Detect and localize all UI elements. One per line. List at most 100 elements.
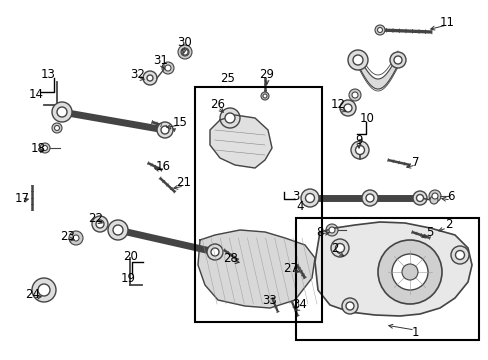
Circle shape xyxy=(261,92,268,100)
Text: 28: 28 xyxy=(223,252,238,265)
Circle shape xyxy=(377,27,382,32)
Circle shape xyxy=(339,100,355,116)
Circle shape xyxy=(454,251,464,260)
Text: 17: 17 xyxy=(15,192,29,204)
Circle shape xyxy=(69,231,83,245)
Circle shape xyxy=(263,94,266,98)
Circle shape xyxy=(224,113,235,123)
Circle shape xyxy=(343,104,351,112)
Text: 15: 15 xyxy=(172,116,187,129)
Circle shape xyxy=(389,52,405,68)
Text: 21: 21 xyxy=(176,176,191,189)
Circle shape xyxy=(92,216,108,232)
Circle shape xyxy=(220,108,240,128)
Circle shape xyxy=(181,48,189,56)
Circle shape xyxy=(431,193,437,199)
Circle shape xyxy=(57,107,67,117)
Text: 13: 13 xyxy=(41,68,55,81)
Circle shape xyxy=(401,264,417,280)
Circle shape xyxy=(341,298,357,314)
Circle shape xyxy=(52,123,62,133)
Circle shape xyxy=(352,55,362,65)
Circle shape xyxy=(428,190,440,202)
Circle shape xyxy=(157,122,173,138)
Text: 25: 25 xyxy=(220,72,235,85)
Text: 32: 32 xyxy=(130,68,145,81)
Circle shape xyxy=(142,71,157,85)
Circle shape xyxy=(164,65,171,71)
Text: 19: 19 xyxy=(120,271,135,284)
Circle shape xyxy=(377,240,441,304)
Circle shape xyxy=(391,254,427,290)
Circle shape xyxy=(393,56,401,64)
Circle shape xyxy=(301,189,318,207)
Text: 2: 2 xyxy=(445,219,452,231)
Text: 33: 33 xyxy=(262,293,277,306)
Polygon shape xyxy=(209,115,271,168)
Circle shape xyxy=(96,220,104,228)
Circle shape xyxy=(374,25,384,35)
Text: 11: 11 xyxy=(439,15,453,28)
Text: 3: 3 xyxy=(292,189,299,202)
Circle shape xyxy=(355,145,364,154)
Circle shape xyxy=(365,194,373,202)
Circle shape xyxy=(161,126,169,134)
Text: 10: 10 xyxy=(359,112,374,125)
Text: 16: 16 xyxy=(155,161,170,174)
Circle shape xyxy=(108,220,128,240)
Circle shape xyxy=(351,92,357,98)
Bar xyxy=(295,218,478,340)
Circle shape xyxy=(450,246,468,264)
Circle shape xyxy=(330,239,348,257)
Circle shape xyxy=(54,126,60,130)
Circle shape xyxy=(32,278,56,302)
Circle shape xyxy=(346,302,353,310)
Text: 23: 23 xyxy=(61,230,75,243)
Circle shape xyxy=(52,102,72,122)
Circle shape xyxy=(178,45,192,59)
Circle shape xyxy=(40,143,50,153)
Text: 22: 22 xyxy=(88,211,103,225)
Text: 29: 29 xyxy=(259,68,274,81)
Circle shape xyxy=(361,190,377,206)
Circle shape xyxy=(210,248,219,256)
Text: 26: 26 xyxy=(210,98,225,111)
Circle shape xyxy=(113,225,123,235)
Circle shape xyxy=(38,284,50,296)
Bar xyxy=(195,87,321,322)
Circle shape xyxy=(162,62,174,74)
Text: 31: 31 xyxy=(153,54,168,67)
Circle shape xyxy=(182,49,187,55)
Text: 18: 18 xyxy=(30,141,45,154)
Polygon shape xyxy=(198,230,314,308)
Circle shape xyxy=(42,145,47,150)
Circle shape xyxy=(335,243,344,252)
Circle shape xyxy=(348,89,360,101)
Circle shape xyxy=(416,194,423,202)
Circle shape xyxy=(350,141,368,159)
Text: 4: 4 xyxy=(296,201,303,213)
Text: 6: 6 xyxy=(447,190,454,203)
Text: 5: 5 xyxy=(426,225,433,238)
Text: 34: 34 xyxy=(292,298,307,311)
Polygon shape xyxy=(314,222,471,316)
Text: 14: 14 xyxy=(28,89,43,102)
Circle shape xyxy=(206,244,223,260)
Circle shape xyxy=(147,75,153,81)
Circle shape xyxy=(429,196,437,204)
Text: 1: 1 xyxy=(410,327,418,339)
Text: 2: 2 xyxy=(330,242,338,255)
Text: 20: 20 xyxy=(123,249,138,262)
Text: 30: 30 xyxy=(177,36,192,49)
Circle shape xyxy=(73,235,79,241)
Circle shape xyxy=(305,194,314,202)
Circle shape xyxy=(347,50,367,70)
Text: 9: 9 xyxy=(354,134,362,147)
Circle shape xyxy=(328,227,334,233)
Text: 7: 7 xyxy=(411,156,419,168)
Text: 24: 24 xyxy=(25,288,41,302)
Circle shape xyxy=(325,224,337,236)
Text: 8: 8 xyxy=(316,225,323,238)
Text: 27: 27 xyxy=(283,261,298,274)
Text: 12: 12 xyxy=(330,99,345,112)
